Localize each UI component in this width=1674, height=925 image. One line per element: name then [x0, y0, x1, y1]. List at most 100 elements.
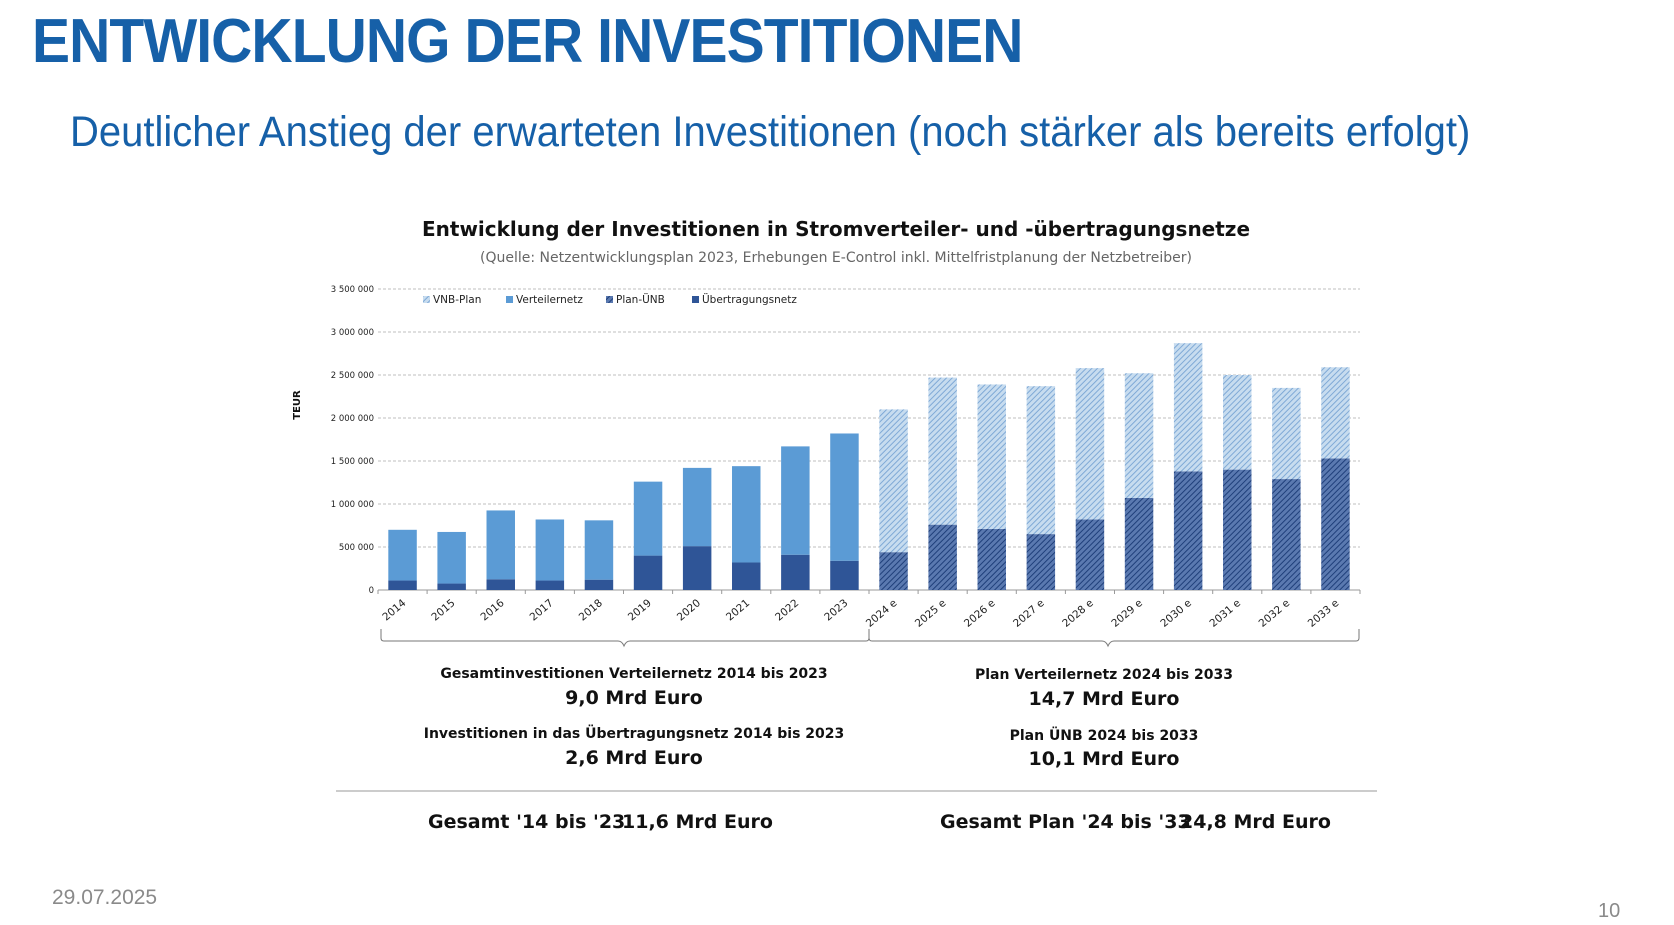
total-left-value: 11,6 Mrd Euro — [622, 811, 773, 833]
x-tick-label: 2024 e — [864, 597, 900, 630]
y-tick-label: 0 — [369, 586, 374, 596]
bar-vnb-plan — [1075, 368, 1105, 520]
summary-right-1-label: Plan Verteilernetz 2024 bis 2033 — [975, 667, 1233, 683]
summary-right-1-value: 14,7 Mrd Euro — [1029, 688, 1180, 710]
bar--bertragungsnetz — [732, 562, 761, 590]
y-axis-label: TEUR — [292, 390, 303, 420]
legend-swatch — [606, 296, 613, 303]
legend: VNB-Plan Verteilernetz Plan-ÜNB Übertragung… — [423, 293, 797, 306]
bars — [388, 343, 1350, 590]
bar--bertragungsnetz — [486, 579, 515, 590]
y-tick-label: 1 000 000 — [331, 500, 374, 510]
bar-plan-nb — [1075, 519, 1105, 590]
bar--bertragungsnetz — [781, 554, 810, 590]
y-tick-label: 500 000 — [339, 543, 374, 553]
x-tick-label: 2028 e — [1060, 597, 1096, 630]
x-tick-label: 2031 e — [1207, 597, 1243, 630]
bar-plan-nb — [879, 552, 908, 590]
bar-verteilernetz — [781, 446, 810, 555]
chart-title: Entwicklung der Investitionen in Stromve… — [422, 217, 1250, 241]
x-tick-label: 2025 e — [913, 597, 949, 630]
brace-right — [868, 629, 1360, 648]
bar--bertragungsnetz — [830, 560, 859, 590]
legend-swatch — [692, 296, 699, 303]
summary-left-2-label: Investitionen in das Übertragungsnetz 20… — [424, 724, 845, 742]
bar--bertragungsnetz — [535, 580, 565, 590]
slide-subtitle: Deutlicher Anstieg der erwarteten Invest… — [70, 108, 1471, 156]
summary-right-2-value: 10,1 Mrd Euro — [1029, 748, 1180, 770]
x-tick-label: 2033 e — [1306, 597, 1342, 630]
bar-verteilernetz — [486, 510, 515, 580]
bar-verteilernetz — [732, 466, 761, 563]
total-right-label: Gesamt Plan '24 bis '33 — [940, 811, 1191, 833]
chart-source: (Quelle: Netzentwicklungsplan 2023, Erhe… — [480, 250, 1192, 266]
bar-verteilernetz — [584, 520, 614, 580]
bar-verteilernetz — [535, 519, 565, 581]
legend-label: VNB-Plan — [433, 294, 481, 306]
x-axis-ticks: 2014 2015 2016 2017 2018 2019 2020 2021 2022 2023… — [377, 590, 1361, 630]
brace-left — [380, 629, 870, 648]
summary-left-2-value: 2,6 Mrd Euro — [565, 747, 703, 769]
bar-vnb-plan — [1124, 373, 1154, 498]
bar-vnb-plan — [1223, 375, 1252, 470]
x-tick-label: 2027 e — [1011, 597, 1047, 630]
bar-vnb-plan — [1321, 367, 1350, 459]
x-tick-label: 2026 e — [962, 597, 998, 630]
bar-verteilernetz — [682, 467, 712, 547]
bar-vnb-plan — [1272, 387, 1301, 480]
slide-title: ENTWICKLUNG DER INVESTITIONEN — [32, 7, 1023, 76]
bar--bertragungsnetz — [633, 555, 663, 590]
y-tick-label: 3 500 000 — [331, 285, 374, 295]
bar--bertragungsnetz — [388, 580, 417, 590]
bar-plan-nb — [928, 524, 957, 590]
legend-label: Plan-ÜNB — [616, 293, 665, 306]
x-tick-label: 2021 — [724, 597, 752, 623]
bar-plan-nb — [1026, 534, 1056, 590]
bar-vnb-plan — [977, 384, 1006, 529]
bar-verteilernetz — [437, 531, 466, 584]
footer-date: 29.07.2025 — [52, 886, 158, 909]
x-tick-label: 2019 — [626, 597, 654, 623]
bar-plan-nb — [1173, 471, 1203, 590]
y-axis-ticks: 0 500 000 1 000 000 1 500 000 2 000 000 2 500… — [331, 285, 374, 596]
y-tick-label: 2 500 000 — [331, 371, 374, 381]
x-tick-label: 2014 — [380, 597, 408, 624]
bar--bertragungsnetz — [584, 579, 614, 590]
bar-verteilernetz — [388, 529, 417, 581]
bar-verteilernetz — [633, 481, 663, 556]
x-tick-label: 2020 — [675, 597, 703, 623]
y-tick-label: 2 000 000 — [331, 414, 374, 424]
grid-lines — [378, 288, 1360, 591]
total-left-label: Gesamt '14 bis '23 — [428, 811, 625, 833]
bar-plan-nb — [1321, 458, 1350, 590]
x-tick-label: 2023 — [822, 597, 850, 623]
summary-right-2-label: Plan ÜNB 2024 bis 2033 — [1010, 726, 1199, 744]
bar-vnb-plan — [928, 377, 957, 525]
legend-label: Verteilernetz — [516, 294, 583, 306]
bar-plan-nb — [1272, 479, 1301, 590]
x-tick-label: 2018 — [577, 597, 605, 623]
page-number: 10 — [1598, 900, 1621, 922]
total-right-value: 24,8 Mrd Euro — [1180, 811, 1331, 833]
legend-swatch — [423, 296, 430, 303]
bar-vnb-plan — [879, 409, 908, 553]
bar-plan-nb — [1124, 497, 1154, 590]
legend-label: Übertragungsnetz — [702, 293, 797, 306]
bar-vnb-plan — [1173, 343, 1203, 472]
y-tick-label: 1 500 000 — [331, 457, 374, 467]
bar-verteilernetz — [830, 433, 859, 561]
summary-left-1-label: Gesamtinvestitionen Verteilernetz 2014 b… — [440, 666, 827, 682]
summary-left-1-value: 9,0 Mrd Euro — [565, 687, 703, 709]
x-tick-label: 2022 — [773, 597, 801, 623]
legend-swatch — [506, 296, 513, 303]
x-tick-label: 2029 e — [1109, 597, 1145, 630]
bar-plan-nb — [1223, 469, 1252, 590]
x-tick-label: 2015 — [429, 597, 457, 623]
x-tick-label: 2017 — [528, 597, 556, 623]
x-tick-label: 2016 — [478, 597, 506, 624]
bar-vnb-plan — [1026, 386, 1056, 535]
bar-plan-nb — [977, 528, 1006, 590]
y-tick-label: 3 000 000 — [331, 328, 374, 338]
bar--bertragungsnetz — [682, 546, 712, 590]
